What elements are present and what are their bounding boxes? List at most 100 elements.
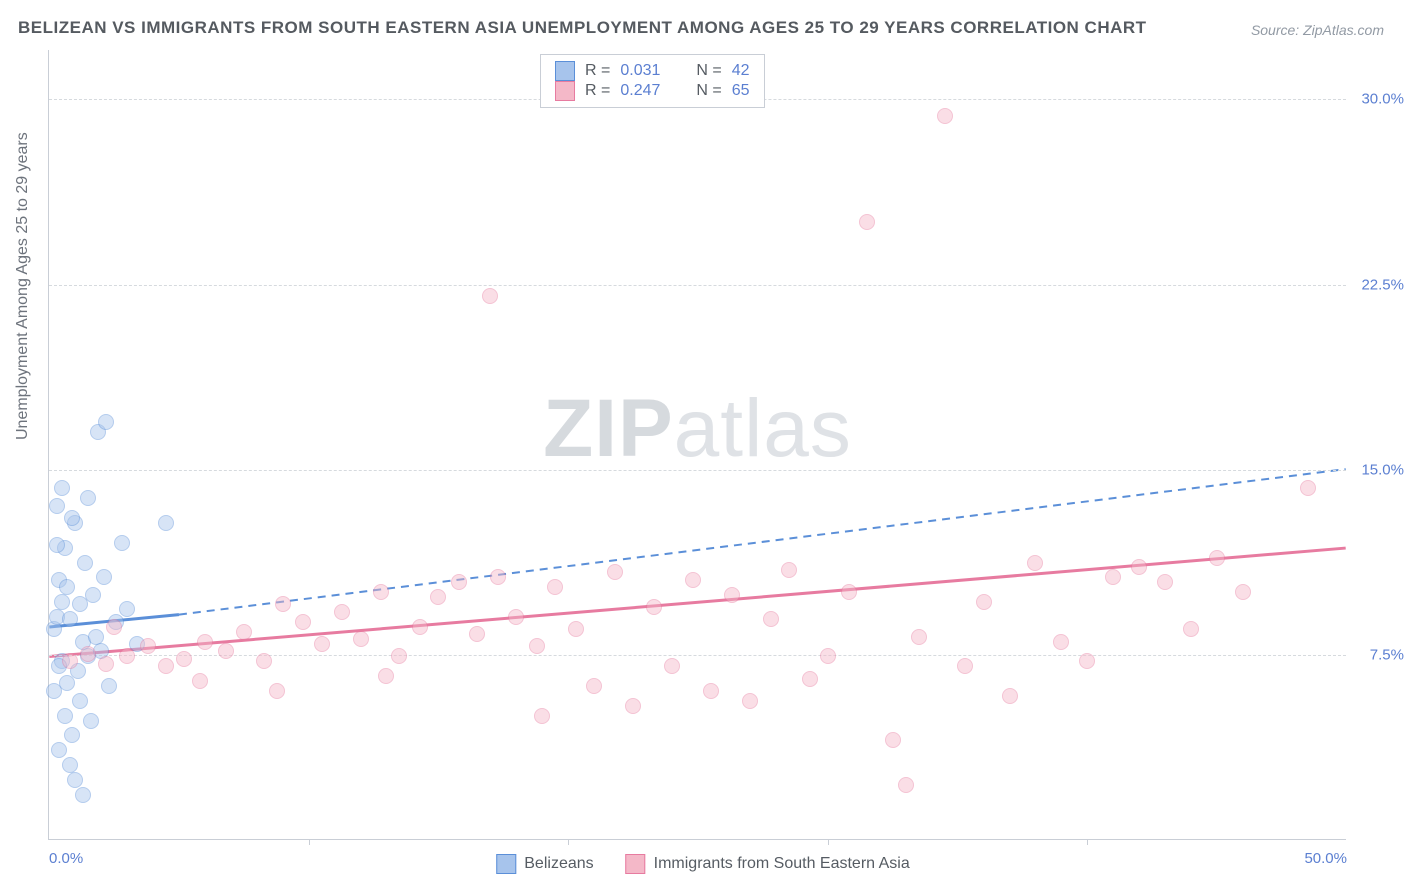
scatter-point — [101, 678, 117, 694]
legend-row: R =0.247N =65 — [555, 81, 750, 101]
watermark-bold: ZIP — [543, 383, 674, 474]
scatter-point — [158, 658, 174, 674]
scatter-point — [911, 629, 927, 645]
x-tick — [1087, 839, 1088, 845]
scatter-point — [98, 656, 114, 672]
scatter-point — [88, 629, 104, 645]
scatter-point — [57, 708, 73, 724]
scatter-point — [75, 787, 91, 803]
scatter-point — [98, 414, 114, 430]
scatter-point — [859, 214, 875, 230]
scatter-point — [85, 587, 101, 603]
scatter-point — [469, 626, 485, 642]
scatter-point — [568, 621, 584, 637]
scatter-point — [192, 673, 208, 689]
scatter-point — [77, 555, 93, 571]
y-tick-label: 15.0% — [1361, 461, 1404, 478]
scatter-point — [353, 631, 369, 647]
scatter-point — [64, 510, 80, 526]
scatter-point — [295, 614, 311, 630]
scatter-point — [1300, 480, 1316, 496]
scatter-point — [54, 480, 70, 496]
scatter-point — [119, 601, 135, 617]
scatter-point — [482, 288, 498, 304]
scatter-point — [197, 634, 213, 650]
y-tick-label: 7.5% — [1370, 646, 1404, 663]
scatter-point — [1027, 555, 1043, 571]
scatter-point — [1105, 569, 1121, 585]
legend-swatch — [555, 61, 575, 81]
x-tick-label: 50.0% — [1304, 850, 1347, 867]
scatter-point — [96, 569, 112, 585]
bottom-legend-item: Immigrants from South Eastern Asia — [626, 854, 910, 874]
legend-n-value: 65 — [732, 82, 750, 100]
scatter-point — [664, 658, 680, 674]
scatter-point — [957, 658, 973, 674]
scatter-point — [841, 584, 857, 600]
scatter-point — [1235, 584, 1251, 600]
scatter-point — [140, 638, 156, 654]
scatter-point — [106, 619, 122, 635]
watermark: ZIPatlas — [543, 382, 852, 476]
scatter-point — [820, 648, 836, 664]
scatter-point — [54, 594, 70, 610]
scatter-point — [62, 611, 78, 627]
scatter-point — [72, 693, 88, 709]
legend-r-value: 0.031 — [620, 62, 660, 80]
scatter-point — [885, 732, 901, 748]
x-tick — [309, 839, 310, 845]
scatter-point — [1183, 621, 1199, 637]
regression-lines — [49, 50, 1346, 839]
scatter-point — [373, 584, 389, 600]
bottom-legend-label: Belizeans — [524, 855, 593, 873]
scatter-point — [1079, 653, 1095, 669]
scatter-point — [547, 579, 563, 595]
scatter-point — [1157, 574, 1173, 590]
gridline-horizontal — [49, 655, 1346, 656]
x-tick — [568, 839, 569, 845]
gridline-horizontal — [49, 285, 1346, 286]
scatter-point — [275, 596, 291, 612]
scatter-point — [236, 624, 252, 640]
scatter-point — [391, 648, 407, 664]
legend-n-label: N = — [696, 62, 721, 80]
scatter-point — [802, 671, 818, 687]
scatter-point — [314, 636, 330, 652]
scatter-point — [607, 564, 623, 580]
scatter-point — [46, 683, 62, 699]
chart-title: BELIZEAN VS IMMIGRANTS FROM SOUTH EASTER… — [18, 18, 1147, 38]
bottom-legend-item: Belizeans — [496, 854, 593, 874]
scatter-point — [1053, 634, 1069, 650]
scatter-point — [625, 698, 641, 714]
scatter-point — [256, 653, 272, 669]
scatter-point — [83, 713, 99, 729]
source-label: Source: ZipAtlas.com — [1251, 22, 1384, 38]
scatter-point — [430, 589, 446, 605]
scatter-point — [586, 678, 602, 694]
scatter-point — [334, 604, 350, 620]
scatter-point — [49, 498, 65, 514]
scatter-point — [119, 648, 135, 664]
legend-n-label: N = — [696, 82, 721, 100]
scatter-point — [703, 683, 719, 699]
scatter-point — [80, 646, 96, 662]
scatter-point — [490, 569, 506, 585]
scatter-point — [62, 653, 78, 669]
scatter-point — [781, 562, 797, 578]
scatter-point — [976, 594, 992, 610]
plot-area: ZIPatlas 7.5%15.0%22.5%30.0%0.0%50.0% — [48, 50, 1346, 840]
legend-swatch — [555, 81, 575, 101]
scatter-point — [176, 651, 192, 667]
regression-line — [49, 548, 1345, 656]
scatter-point — [59, 579, 75, 595]
gridline-horizontal — [49, 470, 1346, 471]
scatter-point — [1002, 688, 1018, 704]
scatter-point — [742, 693, 758, 709]
legend-row: R =0.031N =42 — [555, 61, 750, 81]
legend-r-label: R = — [585, 62, 610, 80]
scatter-point — [51, 742, 67, 758]
legend-r-label: R = — [585, 82, 610, 100]
scatter-point — [937, 108, 953, 124]
series-legend: Belizeans Immigrants from South Eastern A… — [496, 854, 909, 874]
scatter-point — [508, 609, 524, 625]
